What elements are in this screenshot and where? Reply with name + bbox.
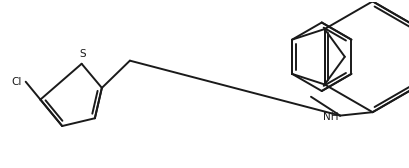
Text: Cl: Cl <box>11 77 22 87</box>
Text: NH: NH <box>322 112 337 122</box>
Text: S: S <box>79 49 85 59</box>
